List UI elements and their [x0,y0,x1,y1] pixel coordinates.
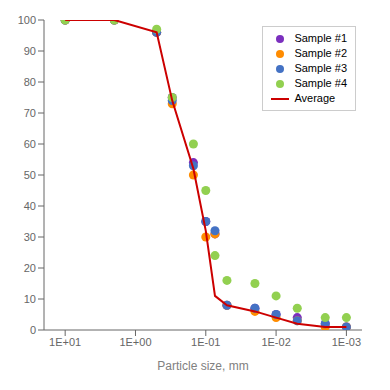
svg-text:1E+00: 1E+00 [119,336,151,348]
svg-text:40: 40 [24,200,36,212]
svg-text:20: 20 [24,262,36,274]
svg-text:1E-01: 1E-01 [191,336,220,348]
svg-text:1E-02: 1E-02 [261,336,290,348]
html-text:Sample #2: Sample #2 [294,47,347,59]
svg-text:10: 10 [24,293,36,305]
svg-text:90: 90 [24,45,36,57]
html-text:Sample #1: Sample #1 [294,32,347,44]
svg-text:100: 100 [18,14,36,26]
html-text:Average: Average [294,92,336,104]
svg-text:30: 30 [24,231,36,243]
svg-text:70: 70 [24,107,36,119]
svg-text:1E-03: 1E-03 [332,336,361,348]
svg-text:50: 50 [24,169,36,181]
svg-text:60: 60 [24,138,36,150]
svg-text:1E+01: 1E+01 [49,336,81,348]
svg-text:80: 80 [24,76,36,88]
html-text:Sample #4: Sample #4 [294,77,347,89]
svg-text:Particle size, mm: Particle size, mm [157,359,248,373]
html-text:Sample #3: Sample #3 [294,62,347,74]
svg-text:0: 0 [30,324,36,336]
